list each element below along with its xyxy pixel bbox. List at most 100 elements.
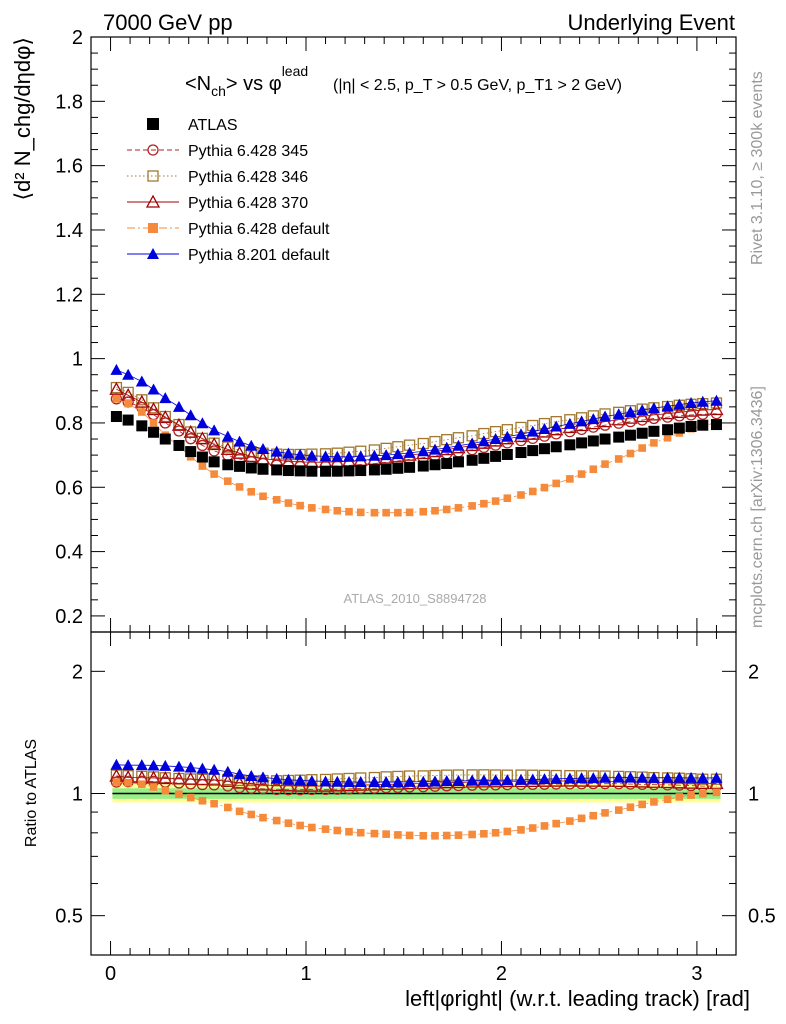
data-point [613,431,625,443]
ratio-point [370,829,379,838]
data-point [272,496,281,504]
ratio-point [210,799,218,808]
ratio-point [284,819,293,827]
data-point [503,494,512,503]
ratio-point [147,759,160,771]
ratio-point [233,768,246,780]
data-point [210,470,218,478]
data-point [305,449,318,461]
side-text-mcplots: mcplots.cern.ch [arXiv:1306.3436] [749,386,766,628]
data-point [306,465,318,477]
data-point [308,504,316,512]
data-point [404,461,416,473]
data-point [601,460,609,468]
data-point [538,443,550,455]
data-point [294,465,306,477]
data-point [636,427,648,439]
ratio-point [685,771,698,783]
data-point [599,410,612,422]
data-point [662,424,674,436]
data-point [696,395,709,407]
data-point [196,451,208,463]
data-point [222,459,234,471]
ratio-point [577,814,586,823]
ratio-point [394,831,402,839]
ratio-point [245,769,258,781]
data-point [517,491,525,499]
data-point [528,487,537,496]
data-point [368,464,380,476]
data-point [208,445,220,457]
legend-item: Pythia 6.428 346 [127,169,308,186]
x-tick-label: 0 [105,963,116,985]
data-point [661,411,674,423]
data-point [245,462,257,474]
data-point [380,449,393,461]
data-point [172,400,185,412]
ratio-point [220,773,235,787]
ratio-point [673,771,686,783]
title-cuts: (|η| < 2.5, p_T > 0.5 GeV, p_T1 > 2 GeV) [333,77,622,94]
ratio-point [172,760,185,772]
x-tick-label: 3 [691,963,702,985]
data-point [599,433,611,445]
ratio-point [599,771,612,783]
main-y-tick-label: 1.6 [55,156,83,178]
ratio-point [687,791,695,799]
data-point [345,507,353,516]
ratio-point [354,775,367,787]
ratio-point [589,811,598,820]
y-axis-label: ⟨d² N_chg/dηdφ⟩ [10,37,35,201]
data-point [259,492,267,501]
data-point [333,506,342,515]
data-point [478,452,490,464]
data-point [466,454,478,466]
ratio-point [308,823,316,832]
legend-label: Pythia 6.428 default [188,221,330,238]
ratio-point [233,781,246,794]
ratio-point [452,774,465,786]
ratio-point [208,779,220,791]
ratio-point [538,773,551,785]
data-point [648,412,660,425]
data-point [527,445,539,457]
data-point [563,417,576,429]
ratio-point [173,777,185,789]
ratio-point [122,759,135,771]
ratio-point [122,776,134,788]
header-right: Underlying Event [567,10,735,35]
data-point [232,445,247,459]
ratio-point [403,775,416,787]
ratio-point [647,771,660,783]
ratio-point [195,772,210,786]
data-point [257,442,269,454]
ratio-point [135,759,148,771]
ratio-point [526,773,539,785]
legend-marker [147,248,159,259]
ratio-point [124,778,132,787]
legend: ATLAS Pythia 6.428 345 Pythia 6.428 346 Pyt… [127,117,330,264]
data-point [319,450,332,462]
ratio-point [222,780,234,792]
data-point [320,465,332,477]
data-point [196,417,209,429]
ratio-point [112,778,121,786]
data-point [343,450,355,462]
data-point [526,425,539,437]
ratio-point [380,776,393,788]
ratio-point [550,772,563,784]
ratio-point [184,761,197,773]
ratio-point [540,822,549,830]
ratio-point [517,826,525,834]
data-point [208,456,220,468]
ratio-point [675,793,684,801]
data-point [440,441,453,453]
data-point [122,414,134,426]
main-y-tick-label: 1.8 [55,91,83,113]
ratio-point [368,776,381,788]
data-point [477,435,490,447]
data-point [624,406,637,418]
data-point [284,499,293,507]
ratio-point [196,762,209,774]
